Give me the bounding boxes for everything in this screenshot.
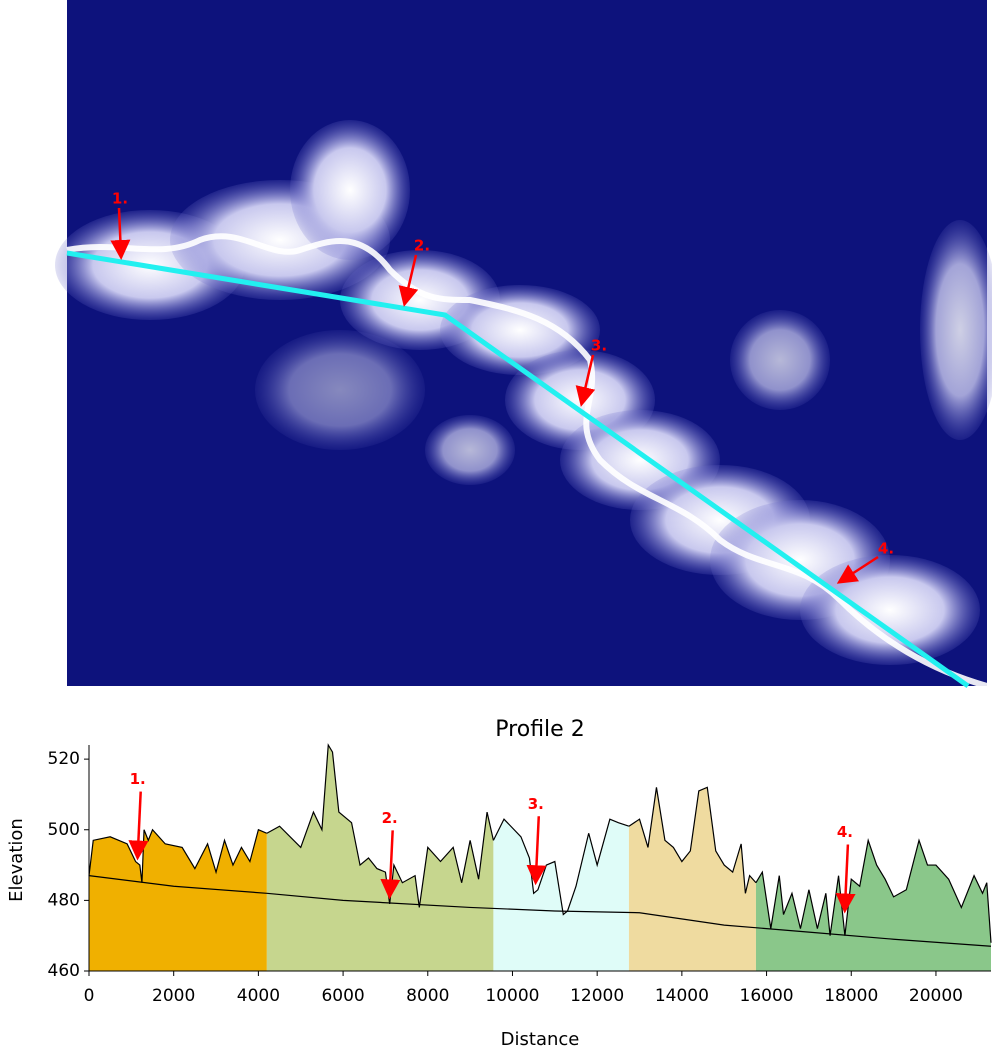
profile-line (66, 250, 970, 689)
x-axis-label: Distance (501, 1029, 580, 1050)
x-tick-label: 16000 (740, 986, 794, 1006)
y-tick-label: 520 (48, 749, 80, 769)
annotation-label: 4. (837, 823, 853, 841)
x-tick-label: 12000 (570, 986, 624, 1006)
profile-outline (628, 786, 757, 894)
x-tick-label: 0 (84, 986, 95, 1006)
x-tick-label: 10000 (485, 986, 539, 1006)
annotation-label: 2. (382, 809, 398, 827)
map-label: 3. (591, 337, 607, 355)
annotation-arrow (380, 830, 401, 900)
map-label: 1. (112, 190, 128, 208)
x-tick-label: 2000 (152, 986, 195, 1006)
map: 1. 2. 3. 4. (55, 0, 992, 689)
map-arrows (110, 207, 879, 584)
x-tick-label: 8000 (406, 986, 449, 1006)
river (66, 233, 988, 689)
map-label: 2. (414, 237, 430, 255)
trend-line (88, 875, 992, 947)
y-tick-label: 500 (48, 820, 80, 840)
profile-segment (266, 745, 494, 971)
profile-outline (755, 837, 992, 943)
y-axis-label: Elevation (6, 818, 27, 902)
y-tick-label: 460 (48, 961, 80, 981)
x-tick-label: 6000 (321, 986, 364, 1006)
profile-outline (492, 818, 630, 916)
annotation-arrow (128, 791, 149, 861)
x-tick-label: 20000 (909, 986, 963, 1006)
profile-segment (89, 829, 267, 971)
annotation-label: 3. (528, 795, 544, 813)
annotation-arrow (526, 816, 547, 886)
y-tick-label: 480 (48, 890, 80, 910)
plot (88, 743, 992, 971)
annotation-arrow (835, 844, 856, 914)
profile-segment (628, 787, 756, 971)
profile-segment (493, 819, 629, 971)
map-label: 4. (878, 540, 894, 558)
profile-segment (755, 840, 991, 971)
x-tick-label: 18000 (824, 986, 878, 1006)
x-tick-label: 4000 (237, 986, 280, 1006)
chart-title: Profile 2 (495, 717, 584, 742)
annotation-label: 1. (130, 770, 146, 788)
x-tick-label: 14000 (655, 986, 709, 1006)
